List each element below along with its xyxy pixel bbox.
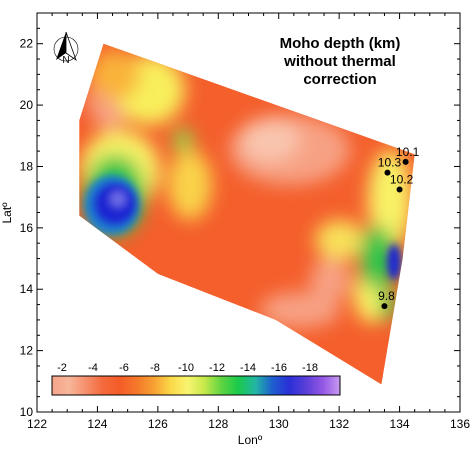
x-tick-label: 130 (269, 417, 289, 431)
colorbar-bar (51, 375, 341, 396)
x-tick-label: 134 (390, 417, 410, 431)
station-dot (384, 169, 391, 176)
station-label: 9.8 (378, 289, 395, 303)
y-tick-label: 10 (20, 405, 34, 419)
x-tick-label: 136 (450, 417, 470, 431)
station-label: 10.3 (378, 156, 402, 170)
shallow-zone-ne-core (240, 118, 300, 162)
x-tick-label: 132 (329, 417, 349, 431)
colorbar-label: -14 (240, 362, 256, 374)
x-tick-label: 126 (148, 417, 168, 431)
title-line-2: without thermal (283, 53, 396, 70)
colorbar-label: -18 (302, 362, 318, 374)
station-dot (396, 186, 403, 193)
map-title: Moho depth (km) without thermal correcti… (280, 35, 401, 88)
y-tick-label: 22 (20, 37, 34, 51)
colorbar-label: -12 (209, 362, 225, 374)
station-label: 10.1 (396, 145, 420, 159)
yellow-zone-e (368, 150, 412, 250)
colorbar-label: -2 (57, 362, 67, 374)
deep-zone-e (387, 244, 401, 280)
y-tick-label: 20 (20, 98, 34, 112)
green-zone-e (360, 226, 396, 290)
station-dot (402, 158, 409, 165)
north-arrow-letter: N (62, 55, 69, 66)
title-line-3: correction (303, 71, 376, 88)
colorbar-labels: -2 -4 -6 -8 -10 -12 -14 -16 -18 (57, 362, 318, 374)
y-axis-title: Latº (0, 202, 14, 224)
station-marker: 9.8 (378, 289, 395, 310)
axis-ticks (36, 12, 461, 413)
station-marker: 10.1 (396, 145, 420, 165)
green-zone-center (173, 128, 193, 152)
x-tick-label: 128 (208, 417, 228, 431)
orange-zone-n (90, 50, 140, 100)
y-tick-label: 12 (20, 344, 34, 358)
colorbar-label: -8 (150, 362, 160, 374)
colorbar-label: -4 (88, 362, 98, 374)
stations: 10.110.3 10.2 9.8 (378, 145, 420, 310)
colorbar-label: -10 (178, 362, 194, 374)
x-axis-title: Lonº (238, 433, 263, 447)
y-tick-label: 16 (20, 221, 34, 235)
north-arrow-icon: N (53, 31, 79, 66)
station-marker: 10.2 (390, 172, 414, 193)
title-line-1: Moho depth (km) (280, 35, 401, 52)
y-tick-label: 18 (20, 159, 34, 173)
green-zone-ss (380, 289, 396, 321)
yellow-zone-se (315, 220, 365, 260)
station-label: 10.2 (390, 172, 414, 186)
field-deep (84, 175, 401, 280)
colorbar: -2 -4 -6 -8 -10 -12 -14 -16 -18 (51, 362, 341, 396)
x-tick-label: 124 (87, 417, 107, 431)
station-dot (381, 303, 388, 310)
axis-tick-labels: 122 124 126 128 130 132 134 136 10 12 14 16 18 20 22 (20, 37, 471, 431)
yellow-zone-center (168, 150, 212, 220)
y-tick-label: 14 (20, 282, 34, 296)
colorbar-label: -6 (119, 362, 129, 374)
colorbar-label: -16 (271, 362, 287, 374)
shallow-zone-s (260, 292, 340, 328)
shallow-zone-se (310, 258, 350, 302)
deep-zone-w-center (110, 191, 126, 207)
station-marker: 10.3 (378, 156, 402, 176)
x-tick-label: 122 (27, 417, 47, 431)
